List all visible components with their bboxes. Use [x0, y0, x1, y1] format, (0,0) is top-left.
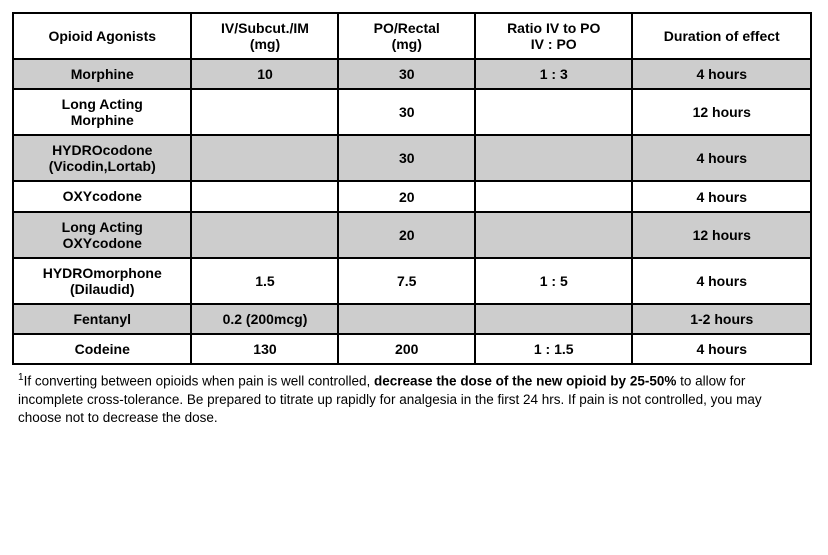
cell-duration: 4 hours [632, 181, 811, 211]
cell-duration: 4 hours [632, 258, 811, 304]
cell-ratio: 1 : 1.5 [475, 334, 633, 364]
col-header-agonists: Opioid Agonists [13, 13, 191, 59]
cell-ratio [475, 135, 633, 181]
cell-iv: 130 [191, 334, 338, 364]
table-row: Codeine 130 200 1 : 1.5 4 hours [13, 334, 811, 364]
table-row: Fentanyl 0.2 (200mcg) 1-2 hours [13, 304, 811, 334]
table-row: HYDROcodone(Vicodin,Lortab) 30 4 hours [13, 135, 811, 181]
cell-duration: 12 hours [632, 212, 811, 258]
cell-ratio [475, 212, 633, 258]
cell-ratio [475, 304, 633, 334]
cell-po: 30 [338, 89, 475, 135]
footnote: 1If converting between opioids when pain… [12, 365, 812, 429]
cell-name: OXYcodone [13, 181, 191, 211]
col-header-ratio: Ratio IV to POIV : PO [475, 13, 633, 59]
cell-iv [191, 212, 338, 258]
col-header-iv: IV/Subcut./IM(mg) [191, 13, 338, 59]
cell-iv: 1.5 [191, 258, 338, 304]
col-header-po: PO/Rectal(mg) [338, 13, 475, 59]
opioid-conversion-table: Opioid Agonists IV/Subcut./IM(mg) PO/Rec… [12, 12, 812, 365]
cell-ratio: 1 : 3 [475, 59, 633, 89]
cell-ratio [475, 89, 633, 135]
table-row: OXYcodone 20 4 hours [13, 181, 811, 211]
footnote-pre: If converting between opioids when pain … [24, 374, 374, 389]
cell-duration: 4 hours [632, 59, 811, 89]
cell-po [338, 304, 475, 334]
cell-po: 7.5 [338, 258, 475, 304]
cell-name: Morphine [13, 59, 191, 89]
cell-po: 30 [338, 59, 475, 89]
cell-name: Long ActingMorphine [13, 89, 191, 135]
cell-duration: 1-2 hours [632, 304, 811, 334]
cell-po: 200 [338, 334, 475, 364]
cell-ratio [475, 181, 633, 211]
cell-iv [191, 89, 338, 135]
cell-duration: 4 hours [632, 334, 811, 364]
cell-iv: 10 [191, 59, 338, 89]
cell-name: Long ActingOXYcodone [13, 212, 191, 258]
table-row: HYDROmorphone(Dilaudid) 1.5 7.5 1 : 5 4 … [13, 258, 811, 304]
cell-po: 20 [338, 212, 475, 258]
cell-name: HYDROcodone(Vicodin,Lortab) [13, 135, 191, 181]
cell-po: 20 [338, 181, 475, 211]
table-row: Long ActingOXYcodone 20 12 hours [13, 212, 811, 258]
cell-duration: 12 hours [632, 89, 811, 135]
cell-iv: 0.2 (200mcg) [191, 304, 338, 334]
table-row: Long ActingMorphine 30 12 hours [13, 89, 811, 135]
cell-duration: 4 hours [632, 135, 811, 181]
cell-iv [191, 181, 338, 211]
cell-po: 30 [338, 135, 475, 181]
cell-name: Codeine [13, 334, 191, 364]
cell-iv [191, 135, 338, 181]
table-body: Morphine 10 30 1 : 3 4 hours Long Acting… [13, 59, 811, 364]
cell-name: Fentanyl [13, 304, 191, 334]
cell-name: HYDROmorphone(Dilaudid) [13, 258, 191, 304]
table-header-row: Opioid Agonists IV/Subcut./IM(mg) PO/Rec… [13, 13, 811, 59]
cell-ratio: 1 : 5 [475, 258, 633, 304]
table-row: Morphine 10 30 1 : 3 4 hours [13, 59, 811, 89]
col-header-duration: Duration of effect [632, 13, 811, 59]
footnote-bold: decrease the dose of the new opioid by 2… [374, 374, 676, 389]
